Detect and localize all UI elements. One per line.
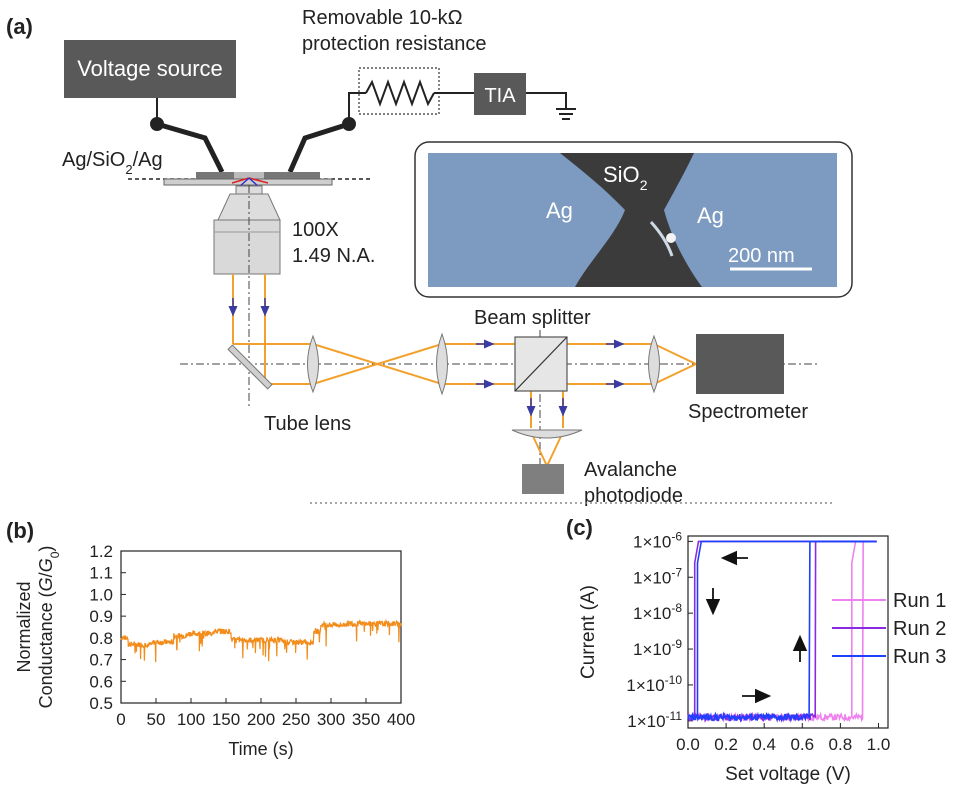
chart-b-ytick-label: 0.9	[89, 607, 113, 626]
objective-label-line1: 100X	[292, 219, 339, 241]
apd-label-line1: Avalanche	[584, 459, 677, 481]
sem-ag-left-label: Ag	[546, 198, 573, 223]
sem-ag-right-label: Ag	[697, 203, 724, 228]
chart-b: 0 50 100 150 200 250 300 350 400 0.5 0.6 0.7 0.8 0.9…	[14, 542, 415, 759]
legend-label-run-1: Run 1	[893, 590, 946, 612]
legend-label-run-3: Run 3	[893, 646, 946, 668]
objective-label-line2: 1.49 N.A.	[292, 245, 375, 267]
chart-b-xtick-label: 0	[116, 710, 125, 729]
panel-b-label: (b)	[6, 518, 34, 543]
chart-b-xtick-label: 400	[387, 710, 415, 729]
chart-b-xtick-label: 150	[212, 710, 240, 729]
mirror	[227, 344, 273, 390]
sem-image	[428, 153, 837, 287]
resistor-dashed-box	[358, 67, 440, 115]
beam-path	[232, 274, 697, 467]
chart-c-ytick-label: 1×10-8	[633, 601, 682, 623]
apd-box	[522, 464, 564, 494]
tube-lens	[307, 334, 319, 394]
chart-c-annotations	[705, 550, 808, 704]
chart-b-ytick-label: 1.1	[89, 564, 113, 583]
panel-c-label: (c)	[566, 515, 593, 540]
resistor-label-line2: protection resistance	[302, 33, 487, 55]
chart-c-series-reset-3	[696, 540, 877, 718]
chart-b-ylabel-line1: Normalized	[14, 581, 34, 672]
chart-c-xtick-label: 0.2	[714, 735, 738, 754]
chart-c-ytick-label: 1×10-10	[626, 673, 682, 695]
chart-c-xtick-label: 1.0	[867, 735, 891, 754]
chart-b-frame	[120, 550, 402, 704]
chart-c-xtick-label: 0.0	[676, 735, 700, 754]
chart-c-ytick-label: 1×10-6	[633, 529, 682, 551]
chart-b-xtick-label: 100	[177, 710, 205, 729]
chart-b-ytick-label: 0.6	[89, 672, 113, 691]
chart-c-ytick-label: 1×10-7	[633, 565, 682, 587]
spectrometer-label: Spectrometer	[688, 401, 808, 423]
chart-b-ytick-label: 0.8	[89, 629, 113, 648]
chart-b-ylabel-line2: Conductance (G/G0)	[36, 546, 62, 709]
chart-c-xtick-label: 0.4	[752, 735, 776, 754]
voltage-source-label: Voltage source	[77, 56, 223, 81]
apd-lens	[511, 429, 583, 439]
chart-c-series-reset-1	[850, 540, 877, 718]
chart-b-ytick-label: 1.0	[89, 585, 113, 604]
chart-b-xtick-label: 350	[352, 710, 380, 729]
chart-c-series-reset-2	[693, 540, 877, 718]
chart-c-xtick-label: 0.6	[790, 735, 814, 754]
chart-c-xtick-label: 0.8	[829, 735, 853, 754]
sem-sio2-label: SiO2	[603, 162, 648, 193]
beam-arrows	[228, 298, 625, 417]
sample-label: Ag/SiO2/Ag	[62, 149, 163, 177]
right-probe	[287, 121, 350, 174]
chart-c-ytick-label: 1×10-11	[627, 709, 682, 731]
left-probe	[156, 121, 225, 174]
chart-b-ytick-label: 0.5	[89, 694, 113, 713]
chart-b-xtick-label: 300	[317, 710, 345, 729]
voltage-source-box	[64, 40, 236, 98]
chart-c-series-set-1	[687, 540, 877, 724]
chart-b-xtick-label: 200	[247, 710, 275, 729]
chart-c-series-set-3	[687, 540, 877, 723]
chart-c-series-set-2	[687, 540, 877, 723]
sem-scale-label: 200 nm	[728, 245, 795, 267]
resistor-icon	[365, 79, 435, 107]
beam-splitter-label: Beam splitter	[474, 307, 591, 329]
relay-lens	[436, 332, 448, 396]
chart-b-ytick-label: 0.7	[89, 651, 113, 670]
objective-lens	[213, 177, 281, 275]
chart-b-series-line	[120, 618, 402, 663]
ground-icon	[556, 108, 576, 120]
tia-box	[474, 73, 526, 115]
panel-a-label: (a)	[6, 14, 33, 39]
chart-b-xlabel: Time (s)	[228, 739, 293, 759]
tia-label: TIA	[484, 85, 516, 107]
chart-c: 0.0 0.2 0.4 0.6 0.8 1.0 1×10-6 1×10-7 1×10-8 1×1…	[578, 529, 946, 785]
chart-c-ylabel: Current (A)	[578, 585, 599, 679]
apd-label-line2: photodiode	[584, 485, 683, 507]
chart-c-frame	[687, 535, 889, 729]
tube-lens-label: Tube lens	[264, 413, 351, 435]
chart-b-xtick-label: 50	[147, 710, 166, 729]
spectrometer-box	[696, 334, 784, 394]
resistor-label-line1: Removable 10-kΩ	[302, 7, 463, 29]
chart-c-ytick-label: 1×10-9	[633, 637, 682, 659]
chart-c-xlabel: Set voltage (V)	[725, 764, 851, 785]
chart-b-ytick-label: 1.2	[89, 542, 113, 561]
chart-b-xtick-label: 250	[282, 710, 310, 729]
focusing-lens	[648, 334, 660, 394]
legend-label-run-2: Run 2	[893, 618, 946, 640]
